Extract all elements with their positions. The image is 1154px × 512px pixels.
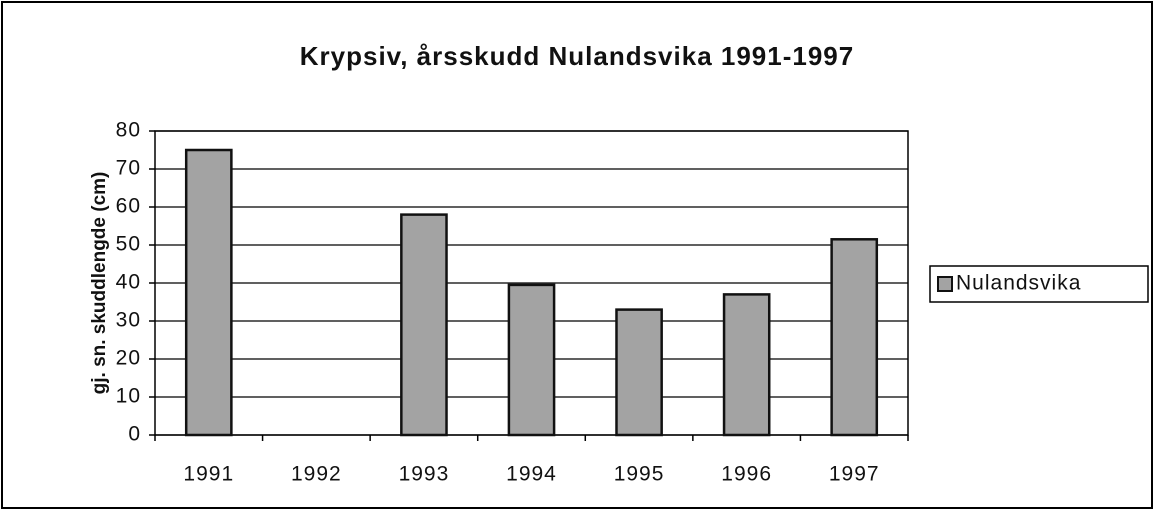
x-tick-label: 1992 [291, 463, 342, 486]
y-tick-label: 30 [116, 309, 141, 332]
x-tick-label: 1993 [399, 463, 450, 486]
bar [507, 283, 556, 437]
x-tick-label: 1996 [721, 463, 772, 486]
y-tick-label: 50 [116, 233, 141, 256]
y-tick-label: 70 [116, 157, 141, 180]
chart-title: Krypsiv, årsskudd Nulandsvika 1991-1997 [300, 41, 854, 71]
legend-swatch [937, 276, 953, 292]
y-axis-label: gj. sn. skuddlengde (cm) [89, 172, 110, 395]
bar [400, 213, 448, 437]
y-tick-label: 60 [116, 195, 141, 218]
y-tick-label: 10 [116, 385, 141, 408]
y-tick-label: 40 [116, 271, 141, 294]
x-tick-label: 1994 [506, 463, 557, 486]
x-tick-label: 1991 [183, 463, 234, 486]
legend-label: Nulandsvika [956, 272, 1081, 295]
y-tick-label: 0 [128, 423, 141, 446]
bar [722, 293, 771, 437]
bar [615, 308, 663, 437]
y-tick-label: 80 [116, 119, 141, 142]
x-tick-label: 1995 [614, 463, 665, 486]
bar [184, 148, 233, 437]
x-tick-label: 1997 [829, 463, 880, 486]
y-tick-label: 20 [116, 347, 141, 370]
bar [830, 238, 879, 437]
legend-box [929, 265, 1149, 303]
